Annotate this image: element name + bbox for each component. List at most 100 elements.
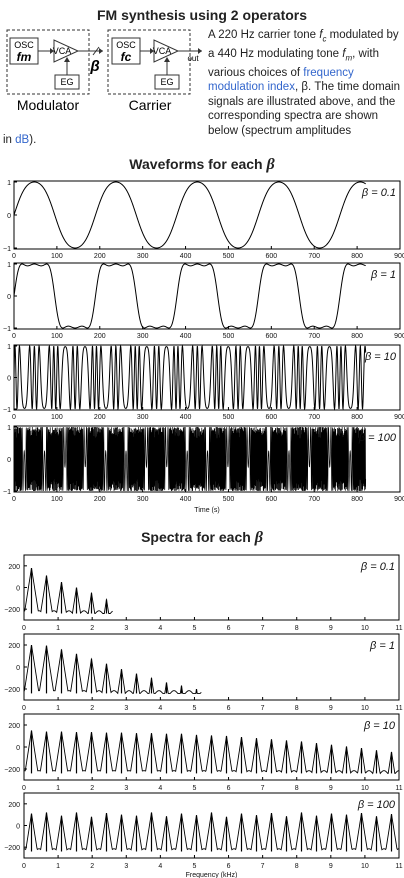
beta-label: β = 10 (363, 720, 396, 732)
spectrum-frame (23, 633, 400, 701)
x-tick-label: 0 (12, 496, 16, 503)
x-tick-label: 800 (351, 253, 363, 260)
y-tick-label: 200 (8, 802, 20, 809)
waveform-line (13, 181, 366, 249)
y-tick-label: 1 (7, 180, 11, 187)
x-tick-label: 0 (12, 253, 16, 260)
beta-label: β = 100 (357, 799, 396, 811)
waveform-frame (13, 262, 401, 330)
waveform-line (13, 426, 367, 492)
x-tick-label: 11 (395, 625, 402, 632)
x-tick-label: 9 (329, 863, 333, 870)
x-tick-label: 8 (295, 625, 299, 632)
y-tick-label: −1 (3, 326, 11, 333)
x-tick-label: 5 (193, 625, 197, 632)
spectrum-line (24, 567, 113, 615)
x-tick-label: 300 (137, 496, 149, 503)
y-tick-label: 0 (7, 376, 11, 383)
x-tick-label: 200 (94, 496, 106, 503)
frequency-modulation-index-link[interactable]: frequency modulation index (208, 66, 354, 94)
x-tick-label: 700 (308, 253, 320, 260)
y-tick-label: −200 (4, 767, 20, 774)
svg-text:VCA: VCA (153, 46, 172, 56)
fm-block-diagram: OSC fm VCA EG β OSC fc VCA EG out Modula… (6, 29, 202, 113)
x-tick-label: 7 (261, 863, 265, 870)
x-tick-label: 4 (158, 785, 162, 792)
x-tick-label: 600 (265, 496, 277, 503)
y-tick-label: 1 (7, 425, 11, 432)
spectra-heading: Spectra for each β (141, 529, 263, 546)
beta-label: β = 1 (370, 269, 396, 281)
x-tick-label: 300 (137, 414, 149, 421)
x-tick-label: 2 (90, 785, 94, 792)
x-tick-label: 600 (265, 414, 277, 421)
x-tick-label: 800 (351, 496, 363, 503)
x-tick-label: 100 (51, 253, 63, 260)
waveform-line (13, 344, 367, 411)
beta-slash (92, 46, 100, 56)
x-tick-label: 200 (94, 414, 106, 421)
x-tick-label: 900 (394, 496, 404, 503)
spectrum-frame (23, 792, 400, 859)
y-tick-label: −200 (4, 845, 20, 852)
x-tick-label: 6 (227, 625, 231, 632)
x-tick-label: 9 (329, 785, 333, 792)
x-tick-label: 8 (295, 785, 299, 792)
spectrum-line (23, 645, 202, 695)
x-tick-label: 4 (158, 863, 162, 870)
x-tick-label: 900 (394, 414, 404, 421)
carrier-label: Carrier (129, 97, 172, 113)
beta-label: β = 100 (358, 432, 397, 444)
x-tick-label: 6 (227, 863, 231, 870)
x-tick-label: 3 (124, 785, 128, 792)
x-tick-label: 7 (261, 785, 265, 792)
x-tick-label: 300 (137, 253, 149, 260)
x-tick-label: 300 (137, 333, 149, 340)
x-tick-label: 2 (90, 863, 94, 870)
db-link[interactable]: dB (15, 134, 30, 146)
y-tick-label: 200 (8, 643, 20, 650)
x-tick-label: 0 (22, 863, 26, 870)
x-tick-label: 5 (193, 705, 197, 712)
waveform-frame (13, 344, 401, 411)
waveforms-heading: Waveforms for each β (129, 156, 275, 173)
x-tick-label: 9 (329, 705, 333, 712)
x-tick-label: 400 (180, 253, 192, 260)
y-tick-label: 0 (7, 213, 11, 220)
y-tick-label: 0 (16, 665, 20, 672)
modulator-label: Modulator (17, 97, 80, 113)
x-tick-label: 0 (22, 625, 26, 632)
x-tick-label: 400 (180, 333, 192, 340)
x-tick-label: 200 (94, 333, 106, 340)
x-tick-label: 100 (51, 333, 63, 340)
beta-label: β = 0.1 (361, 187, 396, 199)
x-tick-label: 1 (56, 625, 60, 632)
spectrum-line (23, 812, 400, 851)
x-tick-label: 700 (308, 333, 320, 340)
x-tick-label: 6 (227, 705, 231, 712)
x-tick-label: 100 (51, 496, 63, 503)
out-label: out (187, 54, 199, 63)
page-title: FM synthesis using 2 operators (96, 7, 308, 23)
x-tick-label: 0 (22, 785, 26, 792)
x-tick-label: 400 (180, 414, 192, 421)
y-tick-label: 0 (7, 294, 11, 301)
y-tick-label: 200 (8, 564, 20, 571)
y-tick-label: −200 (4, 607, 20, 614)
x-tick-label: 1 (56, 705, 60, 712)
x-tick-label: 8 (295, 863, 299, 870)
description: A 220 Hz carrier tone fc modulated by a … (208, 29, 400, 137)
beta-symbol: β (89, 58, 99, 75)
x-tick-label: 1 (56, 863, 60, 870)
carrier-box (107, 29, 191, 95)
y-tick-label: −200 (4, 687, 20, 694)
x-tick-label: 500 (223, 253, 235, 260)
x-tick-label: 6 (227, 785, 231, 792)
y-tick-label: 200 (8, 723, 20, 730)
x-tick-label: 9 (329, 625, 333, 632)
y-tick-label: 0 (16, 745, 20, 752)
x-tick-label: 7 (261, 705, 265, 712)
x-tick-label: 800 (351, 414, 363, 421)
osc-label: OSC (14, 40, 34, 50)
beta-label: β = 1 (369, 640, 395, 652)
